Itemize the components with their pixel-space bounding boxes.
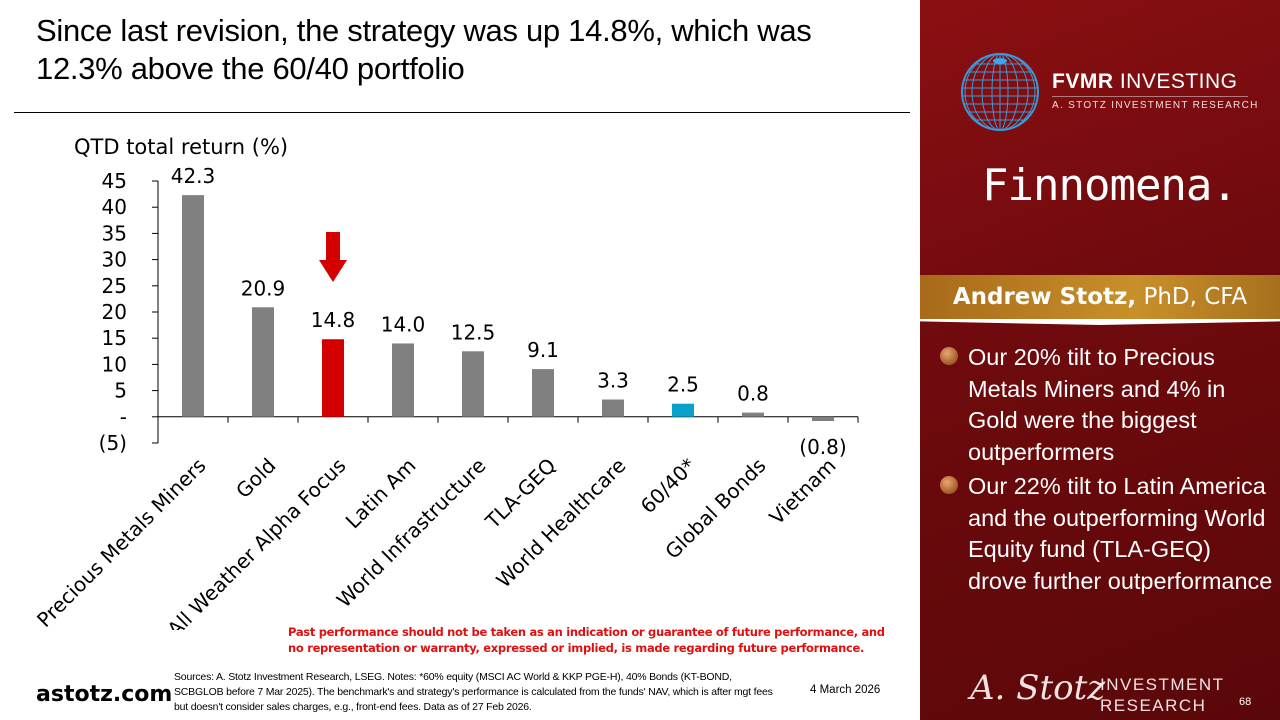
fvmr-logo-text: FVMR INVESTING [1052, 70, 1238, 94]
down-arrow-icon [319, 232, 347, 282]
data-labels: 42.3 20.9 14.8 14.0 12.5 9.1 3.3 2.5 0.8 (0.8) [171, 164, 847, 459]
presenter-credentials: PhD, CFA [1136, 284, 1248, 310]
y-tick-label: 30 [102, 248, 127, 272]
globe-bullet-icon [940, 475, 958, 494]
data-label: 42.3 [171, 164, 216, 188]
data-label: 14.0 [381, 312, 426, 336]
ir-line-2: RESEARCH [1100, 696, 1207, 715]
fvmr-brand-bold: FVMR [1052, 70, 1114, 93]
bar [672, 403, 694, 417]
y-tick-label: 5 [114, 379, 127, 403]
presenter-band-divider [920, 319, 1280, 325]
y-tick-label: 25 [102, 274, 127, 298]
y-tick-label: 20 [102, 300, 127, 324]
data-label: 14.8 [311, 308, 356, 332]
signature-logo: A. Stotz [970, 668, 1106, 708]
bar [742, 412, 764, 417]
bar [462, 351, 484, 417]
slide-date: 4 March 2026 [810, 684, 881, 696]
x-axis [158, 416, 859, 423]
y-tick-label: 40 [102, 195, 127, 219]
presenter-band [920, 275, 1280, 321]
ir-line-1: INVESTMENT [1100, 675, 1225, 694]
y-axis-label: QTD total return (%) [74, 135, 288, 159]
data-label: 9.1 [527, 338, 559, 362]
data-label: (0.8) [799, 435, 846, 459]
bar [392, 343, 414, 417]
bar [252, 307, 274, 417]
y-tick-label: 45 [102, 169, 127, 193]
presenter-name-text: Andrew Stotz, [952, 284, 1137, 310]
bar [322, 339, 344, 417]
logo-divider [1052, 96, 1248, 97]
bars [182, 195, 834, 421]
key-point-text: Our 22% tilt to Latin America and the ou… [968, 472, 1273, 594]
data-label: 20.9 [241, 276, 286, 300]
slide-title: Since last revision, the strategy was up… [36, 13, 812, 86]
key-point: Our 22% tilt to Latin America and the ou… [938, 471, 1273, 598]
data-label: 12.5 [451, 320, 496, 344]
presenter-name: Andrew Stotz, PhD, CFA [920, 284, 1280, 310]
finnomena-logo: Finnomena. [982, 160, 1238, 211]
y-tick-label: 10 [102, 352, 127, 376]
fvmr-logo-subtitle: A. STOTZ INVESTMENT RESEARCH [1052, 100, 1259, 111]
data-label: 3.3 [597, 369, 629, 393]
bar [812, 416, 834, 421]
title-divider [14, 112, 910, 113]
investment-research-logo: INVESTMENT RESEARCH [1100, 674, 1225, 716]
category-label: Gold [231, 453, 280, 502]
y-tick-label: 35 [102, 221, 127, 245]
bar [182, 195, 204, 417]
bar [602, 399, 624, 417]
down-arrow-shape [319, 232, 347, 282]
sidebar: FVMR INVESTING A. STOTZ INVESTMENT RESEA… [920, 0, 1280, 720]
disclaimer: Past performance should not be taken as … [288, 625, 885, 655]
category-label: 60/40* [636, 453, 701, 518]
globe-logo-icon [961, 53, 1039, 131]
data-label: 0.8 [737, 382, 769, 406]
sources-note: Sources: A. Stotz Investment Research, L… [174, 671, 773, 713]
bar [532, 369, 554, 417]
slide-content: Since last revision, the strategy was up… [14, 13, 910, 713]
website-link[interactable]: astotz.com [36, 682, 173, 707]
page-number: 68 [1239, 696, 1252, 708]
y-tick-label: (5) [99, 431, 127, 455]
globe-bullet-icon [940, 347, 958, 365]
fvmr-brand-rest: INVESTING [1113, 70, 1238, 93]
data-label: 2.5 [667, 373, 699, 397]
category-label: World Healthcare [491, 453, 630, 592]
key-point: Our 20% tilt to Precious Metals Miners a… [938, 342, 1273, 469]
y-tick-label: 15 [102, 326, 127, 350]
category-label: Vietnam [765, 453, 841, 529]
key-point-text: Our 20% tilt to Precious Metals Miners a… [968, 344, 1226, 466]
y-tick-label: - [120, 405, 127, 429]
key-points: Our 20% tilt to Precious Metals Miners a… [938, 342, 1273, 600]
